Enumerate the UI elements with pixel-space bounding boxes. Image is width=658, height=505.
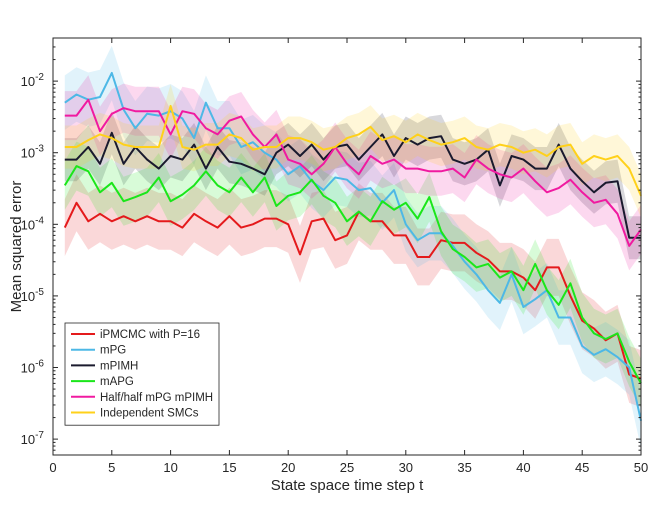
x-tick-label: 0 bbox=[49, 460, 56, 475]
y-tick-label: 10-3 bbox=[21, 144, 45, 161]
x-tick-label: 10 bbox=[163, 460, 177, 475]
x-tick-label: 5 bbox=[108, 460, 115, 475]
x-tick-label: 40 bbox=[516, 460, 530, 475]
line-series-2 bbox=[64, 131, 641, 239]
x-axis-ticks: 0 5 10 15 20 25 30 35 40 45 50 bbox=[49, 38, 648, 475]
x-tick-label: 25 bbox=[340, 460, 354, 475]
x-tick-label: 45 bbox=[575, 460, 589, 475]
legend-label: mPG bbox=[100, 345, 126, 357]
x-tick-label: 50 bbox=[634, 460, 648, 475]
line-series-4 bbox=[64, 98, 642, 247]
x-tick-label: 35 bbox=[457, 460, 471, 475]
x-tick-label: 20 bbox=[281, 460, 295, 475]
legend-label: mAPG bbox=[100, 376, 134, 388]
line-series-0 bbox=[63, 201, 642, 380]
y-tick-label: 10-5 bbox=[21, 287, 45, 304]
series-lines bbox=[63, 71, 642, 422]
legend-box bbox=[64, 322, 220, 426]
y-axis-label: Mean squared error bbox=[8, 181, 25, 313]
y-axis-ticks: 10-7 10-6 10-5 10-4 10-3 10-2 bbox=[21, 37, 641, 456]
legend-label: Independent SMCs bbox=[100, 408, 199, 420]
x-tick-label: 30 bbox=[399, 460, 413, 475]
y-tick-label: 10-6 bbox=[21, 359, 45, 376]
legend: iPMCMC with P=16 mPG mPIMH mAPG Half/half mP… bbox=[64, 322, 220, 426]
band-series-1 bbox=[64, 45, 642, 449]
line-series-3 bbox=[63, 165, 642, 384]
band-series-2 bbox=[64, 111, 642, 260]
line-series-5 bbox=[64, 104, 642, 197]
legend-label: mPIMH bbox=[100, 360, 138, 372]
legend-label: Half/half mPG mPIMH bbox=[100, 392, 213, 404]
legend-label: iPMCMC with P=16 bbox=[100, 329, 200, 341]
band-series-0 bbox=[64, 174, 642, 408]
y-tick-label: 10-7 bbox=[21, 430, 45, 447]
band-series-3 bbox=[64, 141, 642, 408]
x-axis-label: State space time step t bbox=[271, 477, 424, 494]
band-series-4 bbox=[64, 75, 642, 271]
x-tick-label: 15 bbox=[222, 460, 236, 475]
y-tick-label: 10-4 bbox=[21, 215, 45, 232]
y-tick-label: 10-2 bbox=[21, 72, 45, 89]
